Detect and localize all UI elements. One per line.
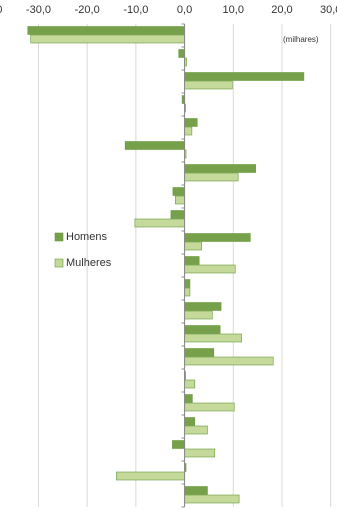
x-tick-label: -30,0 xyxy=(26,4,51,16)
bar xyxy=(184,72,305,81)
x-tick-label: -20,0 xyxy=(75,4,100,16)
x-tick-label: 0,0 xyxy=(177,4,192,16)
bar xyxy=(27,26,185,35)
bar xyxy=(175,195,185,205)
bar xyxy=(184,164,256,173)
bar xyxy=(124,141,185,150)
bar xyxy=(184,448,216,458)
bar xyxy=(184,264,236,274)
bar xyxy=(172,187,185,196)
bar xyxy=(184,241,202,251)
bar xyxy=(184,379,196,389)
bar xyxy=(30,34,185,44)
x-tick-label: 10,0 xyxy=(223,4,244,16)
bar xyxy=(184,80,233,90)
bar xyxy=(184,172,239,182)
bar xyxy=(170,210,185,219)
bar xyxy=(184,126,193,136)
legend-label: Homens xyxy=(66,231,107,243)
bar xyxy=(184,118,198,127)
bar xyxy=(134,218,185,228)
bar xyxy=(184,356,274,366)
bar xyxy=(184,310,213,320)
bar xyxy=(184,486,208,495)
x-tick-label: 30,0 xyxy=(320,4,337,16)
bar xyxy=(184,287,191,297)
bar xyxy=(184,425,208,435)
bar xyxy=(184,348,215,357)
bar xyxy=(184,333,242,343)
x-tick-label: -40,0 xyxy=(0,4,2,16)
bar xyxy=(184,256,200,265)
legend-swatch xyxy=(54,232,64,242)
bar xyxy=(184,494,240,504)
bar xyxy=(184,394,193,403)
bar xyxy=(116,471,185,481)
bar xyxy=(184,402,235,412)
bar xyxy=(184,417,196,426)
bar xyxy=(184,302,222,311)
bar xyxy=(184,325,221,334)
bar xyxy=(172,440,185,449)
unit-annotation: (milhares) xyxy=(283,35,319,44)
x-tick-label: 20,0 xyxy=(271,4,292,16)
legend-swatch xyxy=(54,258,64,268)
bar xyxy=(184,233,251,242)
bar xyxy=(178,49,185,58)
bar xyxy=(184,279,191,288)
legend-label: Mulheres xyxy=(66,257,112,269)
x-tick-label: -10,0 xyxy=(123,4,148,16)
